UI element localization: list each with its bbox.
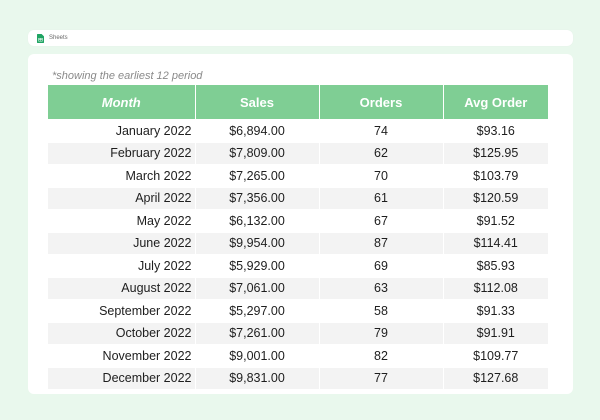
month-cell[interactable]: July 2022 (48, 254, 196, 277)
month-cell[interactable]: November 2022 (48, 344, 196, 367)
month-cell[interactable]: June 2022 (48, 231, 196, 255)
header-row: Month Sales Orders Avg Order (48, 85, 548, 120)
month-cell[interactable]: February 2022 (48, 141, 196, 165)
table-row: February 2022 $7,809.00 62 $125.95 (48, 141, 548, 165)
avg-order-cell[interactable]: $120.59 (443, 186, 548, 210)
avg-order-cell[interactable]: $109.77 (443, 344, 548, 367)
orders-cell[interactable]: 63 (319, 276, 444, 300)
sheets-icon (37, 33, 44, 43)
header-sales[interactable]: Sales (195, 85, 320, 120)
sales-cell[interactable]: $5,929.00 (195, 254, 320, 277)
month-cell[interactable]: January 2022 (48, 119, 196, 142)
sales-cell[interactable]: $7,356.00 (195, 186, 320, 210)
table-row: June 2022 $9,954.00 87 $114.41 (48, 231, 548, 255)
table-body: January 2022 $6,894.00 74 $93.16 February 20… (48, 119, 548, 389)
table-row: March 2022 $7,265.00 70 $103.79 (48, 164, 548, 187)
orders-cell[interactable]: 77 (319, 366, 444, 389)
month-cell[interactable]: October 2022 (48, 321, 196, 345)
avg-order-cell[interactable]: $91.33 (443, 299, 548, 322)
sales-cell[interactable]: $5,297.00 (195, 299, 320, 322)
avg-order-cell[interactable]: $91.52 (443, 209, 548, 232)
orders-cell[interactable]: 69 (319, 254, 444, 277)
table-row: August 2022 $7,061.00 63 $112.08 (48, 276, 548, 300)
table-row: November 2022 $9,001.00 82 $109.77 (48, 344, 548, 367)
avg-order-cell[interactable]: $103.79 (443, 164, 548, 187)
sales-cell[interactable]: $9,001.00 (195, 344, 320, 367)
orders-cell[interactable]: 74 (319, 119, 444, 142)
avg-order-cell[interactable]: $125.95 (443, 141, 548, 165)
orders-cell[interactable]: 61 (319, 186, 444, 210)
table-row: July 2022 $5,929.00 69 $85.93 (48, 254, 548, 277)
avg-order-cell[interactable]: $114.41 (443, 231, 548, 255)
avg-order-cell[interactable]: $127.68 (443, 366, 548, 389)
sales-cell[interactable]: $7,261.00 (195, 321, 320, 345)
table-row: April 2022 $7,356.00 61 $120.59 (48, 186, 548, 210)
app-title: Sheets (49, 35, 68, 41)
sales-cell[interactable]: $7,265.00 (195, 164, 320, 187)
avg-order-cell[interactable]: $93.16 (443, 119, 548, 142)
month-cell[interactable]: May 2022 (48, 209, 196, 232)
avg-order-cell[interactable]: $112.08 (443, 276, 548, 300)
sales-cell[interactable]: $7,061.00 (195, 276, 320, 300)
orders-cell[interactable]: 82 (319, 344, 444, 367)
month-cell[interactable]: December 2022 (48, 366, 196, 389)
table-row: January 2022 $6,894.00 74 $93.16 (48, 119, 548, 142)
table-row: October 2022 $7,261.00 79 $91.91 (48, 321, 548, 345)
sales-cell[interactable]: $7,809.00 (195, 141, 320, 165)
app-title-bar: Sheets (28, 30, 573, 46)
month-cell[interactable]: April 2022 (48, 186, 196, 210)
sales-cell[interactable]: $9,954.00 (195, 231, 320, 255)
avg-order-cell[interactable]: $85.93 (443, 254, 548, 277)
table-row: May 2022 $6,132.00 67 $91.52 (48, 209, 548, 232)
sales-table: Month Sales Orders Avg Order January 202… (48, 85, 548, 389)
header-avg-order[interactable]: Avg Order (443, 85, 548, 120)
sheet-card: *showing the earliest 12 period Month Sa… (28, 54, 573, 394)
avg-order-cell[interactable]: $91.91 (443, 321, 548, 345)
sales-cell[interactable]: $6,132.00 (195, 209, 320, 232)
sales-cell[interactable]: $9,831.00 (195, 366, 320, 389)
table-row: December 2022 $9,831.00 77 $127.68 (48, 366, 548, 389)
header-month[interactable]: Month (48, 85, 196, 120)
period-note: *showing the earliest 12 period (52, 70, 203, 82)
sales-cell[interactable]: $6,894.00 (195, 119, 320, 142)
orders-cell[interactable]: 79 (319, 321, 444, 345)
orders-cell[interactable]: 70 (319, 164, 444, 187)
month-cell[interactable]: August 2022 (48, 276, 196, 300)
orders-cell[interactable]: 87 (319, 231, 444, 255)
orders-cell[interactable]: 58 (319, 299, 444, 322)
orders-cell[interactable]: 62 (319, 141, 444, 165)
month-cell[interactable]: September 2022 (48, 299, 196, 322)
table-row: September 2022 $5,297.00 58 $91.33 (48, 299, 548, 322)
orders-cell[interactable]: 67 (319, 209, 444, 232)
month-cell[interactable]: March 2022 (48, 164, 196, 187)
header-orders[interactable]: Orders (319, 85, 444, 120)
